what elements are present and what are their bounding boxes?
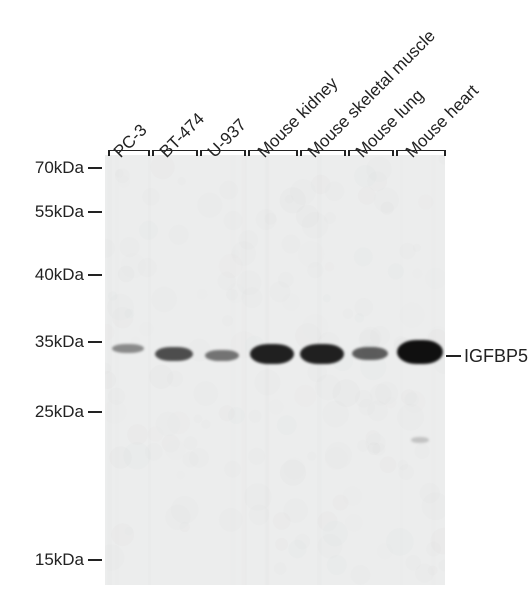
lane-bracket-tick <box>248 150 250 156</box>
faint-band <box>411 437 429 443</box>
lane-bracket-tick <box>108 150 110 156</box>
protein-band <box>352 347 388 360</box>
mw-marker-tick <box>88 274 102 276</box>
blot-membrane <box>105 155 445 585</box>
mw-marker-tick <box>88 559 102 561</box>
lane-bracket-tick <box>300 150 302 156</box>
mw-marker-tick <box>88 341 102 343</box>
lane-bracket-tick <box>296 150 298 156</box>
lane-bracket-tick <box>444 150 446 156</box>
lane-bracket-tick <box>200 150 202 156</box>
lane-bracket-tick <box>392 150 394 156</box>
mw-marker-label: 25kDa <box>20 402 84 422</box>
mw-marker-label: 55kDa <box>20 202 84 222</box>
mw-marker-label: 40kDa <box>20 265 84 285</box>
lane-bracket-tick <box>344 150 346 156</box>
mw-marker-label: 15kDa <box>20 550 84 570</box>
mw-marker-tick <box>88 167 102 169</box>
western-blot-figure: 70kDa55kDa40kDa35kDa25kDa15kDa PC-3BT-47… <box>0 0 528 608</box>
protein-band <box>397 340 443 364</box>
protein-band <box>205 350 239 361</box>
mw-marker-tick <box>88 411 102 413</box>
blot-background-noise <box>105 155 445 585</box>
lane-bracket-tick <box>148 150 150 156</box>
lane-bracket-tick <box>152 150 154 156</box>
protein-band <box>250 344 294 364</box>
protein-band <box>155 347 193 361</box>
protein-band <box>300 344 344 364</box>
lane-bracket-tick <box>348 150 350 156</box>
target-band-pointer <box>446 355 461 357</box>
target-band-label: IGFBP5 <box>464 346 528 367</box>
lane-bracket-tick <box>196 150 198 156</box>
lane-bracket-tick <box>244 150 246 156</box>
mw-marker-label: 70kDa <box>20 158 84 178</box>
protein-band <box>112 344 144 353</box>
mw-marker-tick <box>88 211 102 213</box>
mw-marker-label: 35kDa <box>20 332 84 352</box>
lane-bracket-tick <box>396 150 398 156</box>
